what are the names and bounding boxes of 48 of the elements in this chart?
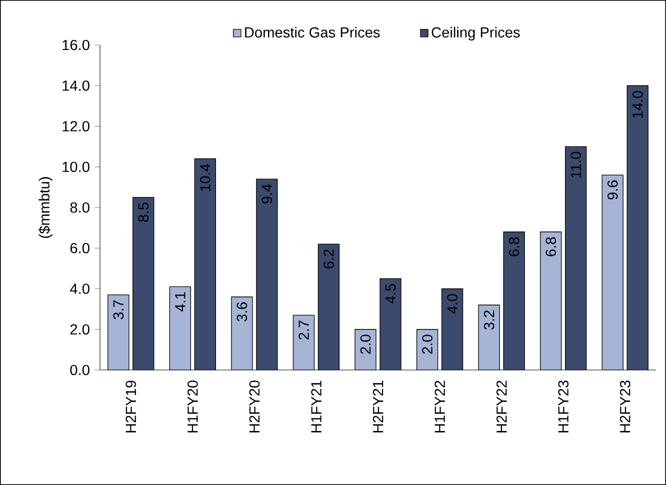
x-tick-label: H2FY19	[126, 380, 136, 432]
data-label: 4.0	[447, 294, 458, 314]
y-axis-title: ($mmbtu)	[38, 177, 52, 238]
data-label: 2.7	[298, 320, 309, 340]
data-label: 6.8	[508, 237, 520, 256]
data-label: 3.7	[113, 300, 124, 320]
data-label: 3.2	[484, 310, 494, 330]
y-tick-label: 0.0	[70, 364, 90, 376]
x-tick-label: H1FY23	[558, 380, 569, 432]
data-label: 11.0	[570, 152, 581, 178]
data-label: 6.2	[324, 250, 334, 268]
data-label: 8.5	[138, 202, 149, 222]
bar	[132, 197, 154, 370]
bar	[380, 278, 402, 370]
y-tick-label: 16.0	[62, 40, 90, 50]
data-label: 3.6	[236, 302, 248, 322]
x-tick-label: H2FY21	[372, 380, 384, 432]
x-tick-label: H1FY20	[188, 380, 198, 432]
data-label: 6.8	[546, 237, 556, 256]
y-tick-label: 14.0	[62, 80, 90, 91]
data-label: 9.6	[607, 180, 618, 200]
y-tick-label: 4.0	[70, 284, 90, 294]
data-label: 2.0	[360, 334, 371, 354]
y-tick-label: 10.0	[62, 162, 90, 172]
bar	[564, 146, 587, 370]
y-tick-label: 12.0	[62, 121, 90, 132]
data-label: 9.4	[262, 184, 272, 204]
data-label: 4.1	[175, 292, 186, 312]
y-tick-label: 8.0	[70, 202, 90, 213]
bar	[318, 244, 340, 370]
legend-label: Domestic Gas Prices	[245, 26, 380, 38]
bar	[626, 85, 648, 370]
x-tick-label: H2FY23	[620, 380, 630, 432]
bar	[441, 288, 464, 370]
y-tick-label: 2.0	[70, 324, 90, 335]
data-label: 10.4	[200, 164, 210, 191]
bar	[503, 232, 525, 370]
bar	[256, 178, 278, 370]
x-tick-label: H1FY22	[434, 380, 445, 432]
x-tick-label: H2FY20	[249, 380, 260, 432]
y-tick-label: 6.0	[70, 242, 90, 254]
legend-label: Ceiling Prices	[432, 26, 520, 40]
data-label: 14.0	[632, 90, 643, 118]
data-label: 4.5	[385, 284, 396, 304]
x-tick-label: H1FY21	[311, 380, 322, 432]
data-label: 2.0	[422, 334, 432, 354]
x-tick-label: H2FY22	[496, 380, 507, 432]
bar	[194, 158, 216, 370]
